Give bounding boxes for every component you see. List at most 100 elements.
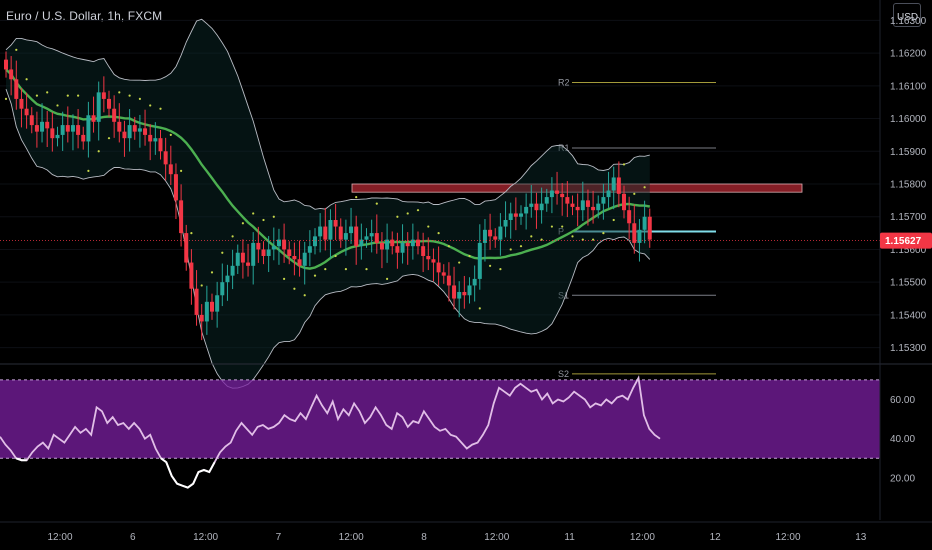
candle-body bbox=[508, 213, 513, 220]
candle-body bbox=[343, 233, 348, 240]
candle-body bbox=[179, 200, 184, 234]
sar-dot bbox=[406, 212, 409, 215]
candle-body bbox=[446, 275, 451, 286]
currency-selector[interactable]: USD bbox=[893, 3, 921, 27]
candle-body bbox=[493, 236, 498, 240]
sar-dot bbox=[355, 195, 358, 199]
candle-body bbox=[616, 177, 621, 194]
sar-dot bbox=[519, 245, 523, 248]
sar-dot bbox=[107, 137, 111, 140]
candle-body bbox=[416, 239, 420, 247]
candle-body bbox=[338, 226, 343, 240]
candle-body bbox=[421, 246, 426, 256]
candle-body bbox=[194, 288, 199, 315]
candle-body bbox=[426, 256, 431, 260]
sar-dot bbox=[344, 267, 347, 271]
candle-body bbox=[467, 285, 472, 296]
candle-body bbox=[544, 197, 549, 204]
time-tick-label: 7 bbox=[276, 532, 282, 543]
price-tick-label: 1.15900 bbox=[890, 147, 927, 158]
sar-dot bbox=[25, 78, 28, 81]
sar-dot bbox=[602, 231, 605, 235]
currency-label: USD bbox=[897, 12, 919, 23]
candle-body bbox=[328, 220, 333, 240]
candle-body bbox=[240, 252, 245, 263]
candle-body bbox=[40, 121, 45, 132]
candle-body bbox=[107, 98, 111, 109]
candle-body bbox=[560, 193, 565, 198]
sar-dot bbox=[66, 94, 69, 97]
candle-body bbox=[50, 128, 55, 139]
candle-body bbox=[498, 226, 503, 240]
candle-body bbox=[307, 246, 312, 253]
price-tick-label: 1.16200 bbox=[890, 49, 927, 60]
time-tick-label: 12:00 bbox=[630, 532, 655, 543]
candle-body bbox=[276, 239, 281, 247]
pivot-label-r2: R2 bbox=[558, 78, 570, 88]
current-price-label: 1.15627 bbox=[885, 236, 922, 247]
rsi-oversold-line bbox=[15, 457, 216, 489]
sar-dot bbox=[221, 251, 224, 254]
candle-body bbox=[230, 265, 235, 276]
candle-body bbox=[565, 197, 570, 204]
sar-dot bbox=[478, 307, 481, 310]
sar-dot bbox=[272, 215, 275, 218]
sar-dot bbox=[509, 248, 512, 251]
resistance-zone-rect bbox=[351, 183, 803, 193]
candle-body bbox=[158, 138, 163, 152]
candle-body bbox=[302, 252, 307, 266]
rsi-band bbox=[0, 379, 880, 459]
candle-body bbox=[596, 203, 601, 211]
price-tick-label: 1.15700 bbox=[890, 212, 927, 223]
rsi-tick-label: 20.00 bbox=[890, 473, 915, 484]
rsi-pane bbox=[0, 363, 932, 489]
pivot-label-p: P bbox=[558, 226, 564, 236]
candle-body bbox=[529, 203, 534, 207]
sar-dot bbox=[581, 238, 584, 241]
candle-body bbox=[472, 278, 477, 286]
sar-dot bbox=[180, 169, 183, 173]
candle-body bbox=[261, 249, 266, 256]
candle-body bbox=[127, 125, 132, 139]
candle-body bbox=[45, 121, 50, 129]
price-tick-label: 1.15400 bbox=[890, 310, 927, 321]
time-tick-label: 8 bbox=[421, 532, 427, 543]
chart-symbol-title: Euro / U.S. Dollar, 1h, FXCM bbox=[6, 9, 163, 23]
candle-body bbox=[390, 239, 395, 247]
candle-body bbox=[168, 164, 173, 175]
candle-body bbox=[369, 233, 374, 237]
sar-dot bbox=[499, 267, 502, 271]
time-tick-label: 12:00 bbox=[339, 532, 364, 543]
time-tick-label: 12:00 bbox=[775, 532, 800, 543]
candle-body bbox=[503, 220, 508, 227]
resistance-zone[interactable] bbox=[351, 183, 803, 193]
candles[interactable] bbox=[0, 51, 880, 341]
candle-body bbox=[379, 242, 384, 250]
price-tick-label: 1.16100 bbox=[890, 81, 927, 92]
sar-dot bbox=[334, 254, 337, 258]
candle-body bbox=[539, 203, 544, 211]
bb-fill bbox=[6, 19, 650, 389]
candle-body bbox=[374, 233, 379, 243]
sar-dot bbox=[87, 169, 90, 173]
candle-body bbox=[70, 125, 75, 132]
candle-body bbox=[549, 190, 554, 198]
time-tick-label: 11 bbox=[564, 532, 575, 543]
price-tick-label: 1.15600 bbox=[890, 245, 927, 256]
sar-dot bbox=[149, 104, 152, 107]
candle-body bbox=[313, 236, 317, 247]
sar-dot bbox=[231, 235, 234, 238]
sar-dot bbox=[118, 91, 121, 94]
candle-body bbox=[585, 200, 590, 207]
candle-body bbox=[410, 239, 415, 247]
pivot-label-r1: R1 bbox=[558, 143, 570, 153]
candle-body bbox=[199, 314, 204, 322]
candle-body bbox=[575, 206, 580, 211]
sar-dot bbox=[622, 163, 626, 166]
candle-body bbox=[622, 193, 626, 211]
candle-body bbox=[354, 226, 359, 247]
candle-body bbox=[204, 301, 209, 322]
sar-dot bbox=[303, 294, 306, 297]
sar-dot bbox=[190, 231, 193, 235]
